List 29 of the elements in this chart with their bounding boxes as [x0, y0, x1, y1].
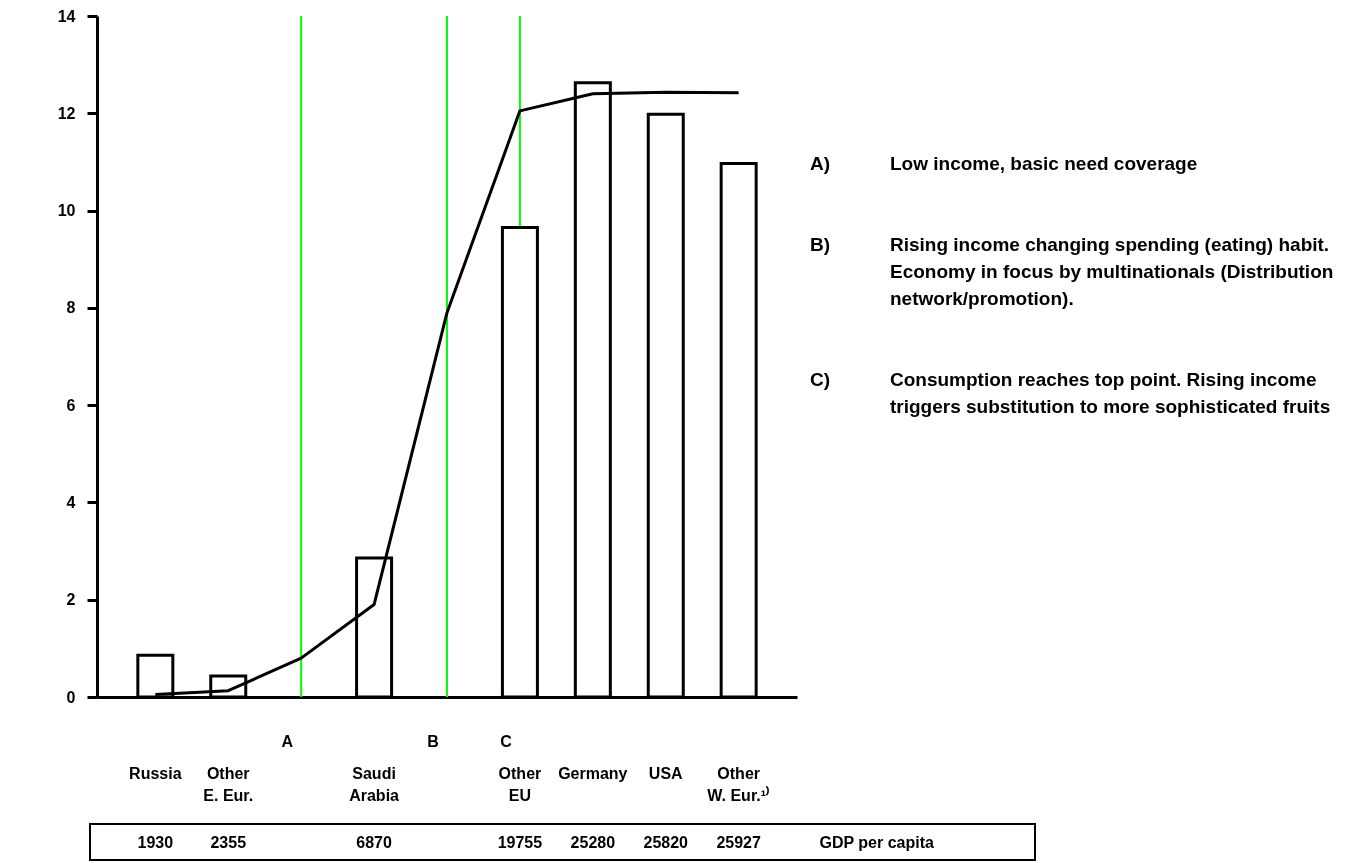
x-tick-label: Other W. Eur.¹⁾ [707, 764, 770, 804]
text: 1930 [137, 834, 174, 851]
text: C) Consumption reaches top point. Rising income triggers substitution to more sophisticated fruits [810, 369, 1331, 417]
x-tick-label: Other E. Eur. [203, 764, 254, 804]
y-tick-label: 12 [57, 104, 76, 122]
y-tick-label: 4 [66, 493, 76, 511]
text: 6870 [356, 834, 392, 851]
text: 25280 [570, 834, 616, 851]
text: A [281, 733, 293, 750]
x-axis-title: GDP per capita [819, 833, 935, 851]
x-tick-label: Saudi Arabia [349, 764, 400, 804]
x-tick-label: Germany [558, 764, 628, 782]
text: A) Low income, basic need coverage [810, 153, 1198, 174]
x-tick-label: Other EU [498, 764, 542, 804]
y-tick-label: 10 [57, 202, 76, 220]
text: 25820 [643, 834, 689, 851]
ref-line-label: C [500, 733, 513, 750]
y-tick-label: 2 [66, 591, 76, 609]
y-tick-label: 6 [66, 396, 76, 414]
text: 19755 [497, 834, 543, 851]
text: B [427, 733, 439, 750]
x-tick-label: USA [648, 764, 684, 782]
x-tick-label: Russia [129, 764, 182, 782]
y-tick-label: 0 [66, 688, 76, 706]
text: 25927 [716, 834, 762, 851]
y-tick-label: 8 [66, 299, 76, 317]
text: 2355 [210, 834, 247, 851]
y-tick-label: 14 [57, 7, 76, 25]
text: B) Rising income changing spending (eating) habit. Economy in focus by multinationals (Distribution network/promotion). [810, 234, 1334, 309]
